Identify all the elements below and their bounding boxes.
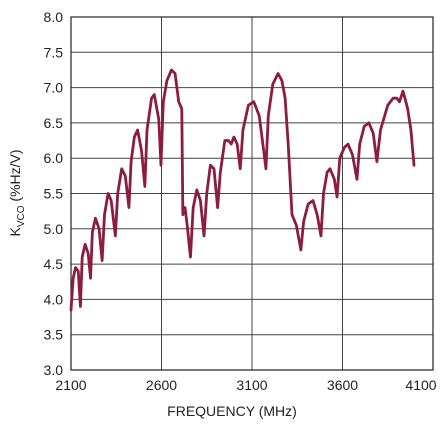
x-tick-label: 3600 <box>327 377 358 393</box>
y-tick-label: 4.0 <box>44 291 64 307</box>
y-tick-label: 5.0 <box>44 221 64 237</box>
x-tick-label: 3100 <box>236 377 267 393</box>
y-axis-label: KVCO (%Hz/V) <box>7 149 27 236</box>
x-tick-label: 2600 <box>146 377 177 393</box>
x-tick-label: 2100 <box>55 377 86 393</box>
y-tick-label: 8.0 <box>44 9 64 25</box>
y-tick-label: 3.0 <box>44 362 64 378</box>
y-tick-label: 4.5 <box>44 256 64 272</box>
y-tick-label: 6.5 <box>44 115 64 131</box>
plot-frame <box>70 16 434 371</box>
x-axis-label: FREQUENCY (MHz) <box>167 403 297 419</box>
y-tick-label: 6.0 <box>44 150 64 166</box>
data-line <box>69 68 416 312</box>
x-tick-label: 4100 <box>405 377 436 393</box>
y-label-sub: VCO <box>16 205 27 227</box>
y-tick-label: 5.5 <box>44 186 64 202</box>
y-tick-label: 7.5 <box>44 44 64 60</box>
y-tick-label: 3.5 <box>44 327 64 343</box>
y-label-rest: (%Hz/V) <box>7 149 23 205</box>
y-label-main: K <box>7 227 23 237</box>
y-tick-label: 7.0 <box>44 80 64 96</box>
